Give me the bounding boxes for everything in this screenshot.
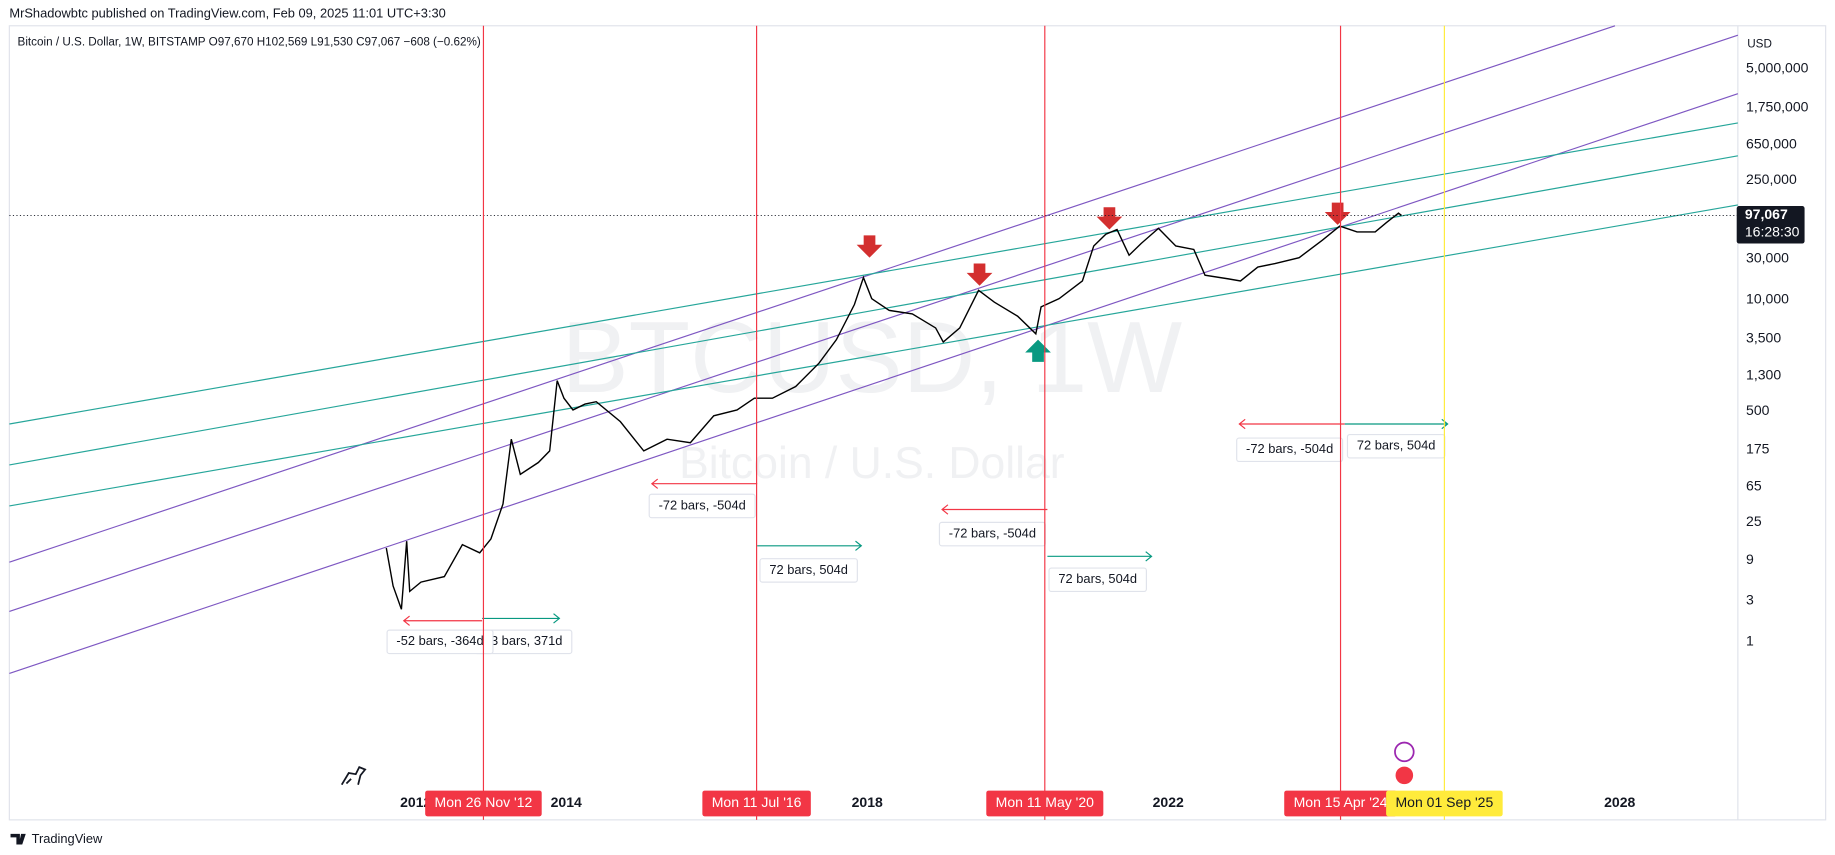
date-marker-text: Mon 26 Nov '12 (435, 794, 533, 810)
back-arrow (650, 478, 758, 489)
measure-label: -72 bars, -504d (648, 493, 756, 519)
y-tick-label: 30,000 (1746, 250, 1789, 266)
measure-text: -72 bars, -504d (949, 525, 1036, 540)
trend-lines (9, 25, 1739, 675)
date-marker-box (1284, 790, 1397, 817)
event-icon (1394, 765, 1415, 786)
measure-text: 72 bars, 504d (1357, 438, 1436, 453)
date-marker-label: Mon 11 Jul '16 (702, 790, 811, 817)
forward-arrow (1047, 551, 1153, 562)
y-tick-label: 25 (1746, 513, 1762, 529)
header: MrShadowbtc published on TradingView.com… (9, 5, 445, 20)
measure-box (386, 629, 494, 655)
back-arrow (402, 615, 483, 626)
watermark-symbol: BTCUSD, 1W (562, 302, 1183, 414)
trend-line (9, 34, 1739, 612)
measure-text: 72 bars, 504d (769, 562, 848, 577)
x-tick-label: 2022 (1153, 794, 1184, 810)
date-marker-box (986, 790, 1104, 817)
y-tick-label: 5,000,000 (1746, 60, 1809, 76)
footer-logo (10, 833, 26, 845)
currency: USD (1747, 38, 1772, 51)
measure-label: -72 bars, -504d (938, 521, 1046, 547)
y-tick-label: 3 (1746, 592, 1754, 608)
forward-arrow (1344, 418, 1449, 430)
y-tick-label: 1,750,000 (1746, 99, 1809, 115)
measure-box (1048, 567, 1147, 593)
measure-box (648, 493, 756, 519)
price-line (385, 212, 1402, 610)
chart-frame (8, 25, 1827, 821)
y-tick-label: 9 (1746, 551, 1754, 567)
date-marker-box (1386, 790, 1503, 817)
x-tick-label: 2028 (1604, 794, 1635, 810)
trend-line (9, 204, 1738, 507)
trend-line (9, 155, 1738, 466)
y-tick-label: 250,000 (1746, 171, 1797, 187)
date-marker-box (425, 790, 542, 817)
y-tick-label: 650,000 (1746, 135, 1797, 151)
back-arrow (941, 504, 1048, 515)
date-marker-text: Mon 01 Sep '25 (1395, 794, 1493, 810)
x-tick-label: 2018 (852, 794, 883, 810)
x-tick-label: 2012 (400, 794, 431, 810)
down-arrow (856, 235, 883, 258)
measure-label: -72 bars, -504d (1236, 437, 1344, 463)
date-marker-box (702, 790, 811, 817)
date-marker-text: Mon 11 Jul '16 (712, 794, 802, 810)
measure-text: 53 bars, 371d (484, 633, 563, 648)
y-tick-label: 1 (1746, 633, 1754, 649)
signal-arrows (856, 202, 1351, 362)
icons (340, 741, 1415, 786)
logo-icon (340, 766, 367, 786)
measure-text: -72 bars, -504d (1246, 441, 1333, 456)
measure-label: -52 bars, -364d (386, 629, 494, 655)
y-tick-label: 3,500 (1746, 329, 1781, 345)
forward-arrow (482, 613, 561, 624)
forward-arrow (757, 540, 863, 551)
y-tick-label: 1,300 (1746, 366, 1781, 382)
up-arrow (1025, 339, 1051, 362)
last-price-label: 97,067 (1745, 206, 1788, 222)
measure-box (759, 558, 858, 583)
x-tick-label: 2014 (551, 794, 582, 810)
trend-line (9, 93, 1739, 675)
date-marker-label: Mon 01 Sep '25 (1386, 790, 1503, 817)
measure-label: 72 bars, 504d (1048, 567, 1147, 593)
measure-label: 53 bars, 371d (473, 629, 573, 655)
trend-line (9, 122, 1738, 425)
y-tick-label: 175 (1746, 441, 1770, 457)
date-marker-label: Mon 26 Nov '12 (425, 790, 542, 817)
last-price-box (1736, 206, 1805, 244)
legend: Bitcoin / U.S. Dollar, 1W, BITSTAMP O97,… (18, 35, 481, 48)
back-arrow (1238, 418, 1345, 430)
watermark-name: Bitcoin / U.S. Dollar (679, 439, 1065, 488)
event-icon (1394, 741, 1415, 763)
down-arrow (1096, 207, 1123, 230)
measure-text: -72 bars, -504d (659, 497, 746, 512)
measure-text: 72 bars, 504d (1058, 571, 1137, 586)
y-tick-label: 65 (1746, 478, 1762, 494)
date-marker-text: Mon 15 Apr '24 (1294, 794, 1388, 810)
countdown: 16:28:30 (1745, 224, 1800, 240)
measure-box (1236, 437, 1344, 463)
down-arrow (966, 263, 993, 286)
date-marker-text: Mon 11 May '20 (996, 794, 1095, 810)
watermark: BTCUSD, 1W Bitcoin / U.S. Dollar (562, 302, 1183, 488)
date-marker-label: Mon 11 May '20 (986, 790, 1104, 817)
trend-line (9, 25, 1616, 563)
y-tick-label: 10,000 (1746, 291, 1789, 307)
footer: TradingView (32, 831, 103, 846)
down-arrow (1324, 202, 1351, 225)
measure-label: 72 bars, 504d (1346, 433, 1446, 459)
measure-label: 72 bars, 504d (759, 558, 858, 583)
y-tick-label: 500 (1746, 402, 1770, 418)
measure-text: -52 bars, -364d (396, 633, 483, 648)
date-marker-label: Mon 15 Apr '24 (1284, 790, 1397, 817)
